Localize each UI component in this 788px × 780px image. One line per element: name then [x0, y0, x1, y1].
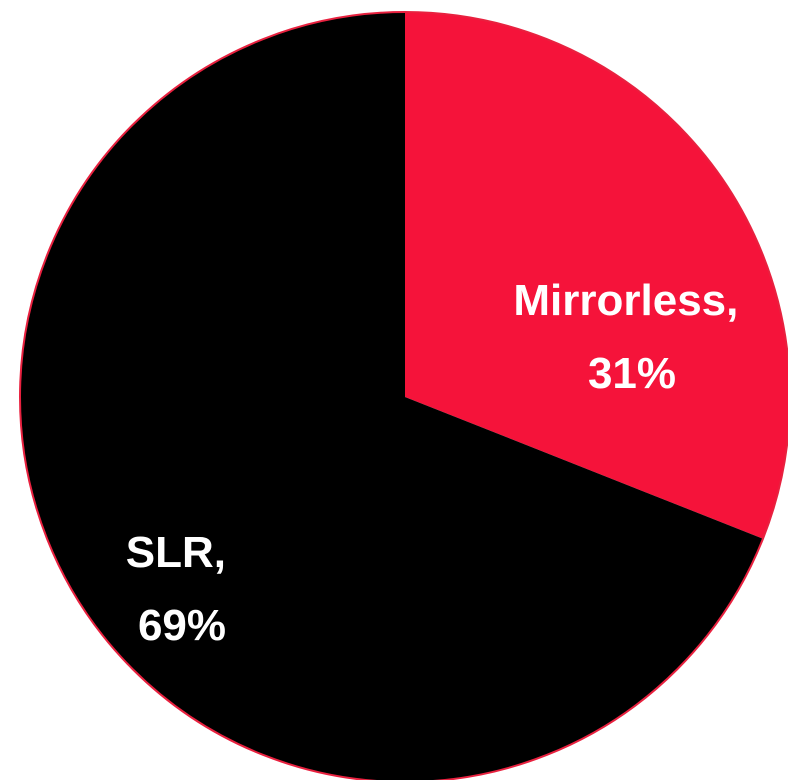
pie-border: [19, 11, 788, 780]
slice-label-mirrorless: Mirrorless, 31%: [513, 276, 750, 398]
slice-mirrorless: [405, 12, 788, 539]
slice-slr: [20, 12, 763, 780]
slices-layer: [20, 12, 788, 780]
slice-label-slr-value: 69%: [138, 601, 226, 650]
slice-label-slr-name: SLR,: [126, 528, 226, 577]
slice-label-slr: SLR, 69%: [126, 528, 238, 650]
labels-layer: Mirrorless, 31% SLR, 69%: [126, 276, 750, 650]
slice-label-mirrorless-name: Mirrorless,: [513, 276, 738, 325]
slice-label-mirrorless-value: 31%: [588, 349, 676, 398]
